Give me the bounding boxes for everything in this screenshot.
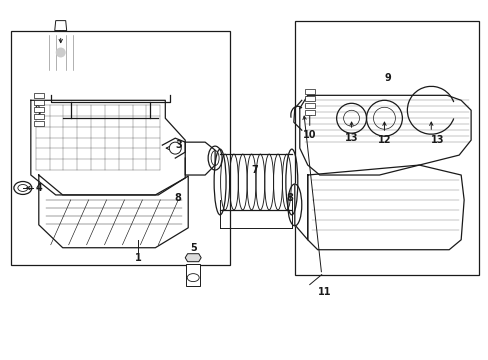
Bar (34, 100, 44, 105)
Text: 11: 11 (317, 287, 331, 297)
Bar (186, 264, 200, 285)
Polygon shape (299, 95, 470, 175)
Polygon shape (39, 175, 188, 248)
Text: 8: 8 (286, 193, 293, 203)
Bar (304, 110, 314, 115)
Bar (34, 121, 44, 126)
Polygon shape (31, 100, 185, 195)
Polygon shape (185, 254, 201, 262)
Text: 12: 12 (377, 135, 390, 145)
Bar (34, 93, 44, 98)
Text: 2: 2 (34, 110, 41, 120)
Bar (34, 114, 44, 119)
Text: 9: 9 (383, 73, 390, 84)
Text: 8: 8 (175, 193, 182, 203)
Polygon shape (307, 165, 463, 250)
Bar (34, 107, 44, 112)
Text: 1: 1 (135, 253, 142, 263)
Text: 13: 13 (429, 135, 443, 145)
Bar (304, 103, 314, 108)
Polygon shape (55, 21, 66, 31)
Text: 6: 6 (57, 24, 64, 33)
Text: 10: 10 (303, 130, 316, 140)
Polygon shape (185, 142, 215, 175)
Bar (304, 96, 314, 101)
Bar (11, 31, 229, 265)
Circle shape (56, 48, 65, 58)
Text: 5: 5 (189, 243, 196, 253)
Bar (294, 21, 478, 275)
Text: 4: 4 (35, 183, 42, 193)
Polygon shape (294, 175, 307, 240)
Text: 7: 7 (251, 165, 258, 175)
Text: 3: 3 (175, 140, 181, 150)
Bar (304, 89, 314, 94)
Text: 13: 13 (344, 133, 358, 143)
